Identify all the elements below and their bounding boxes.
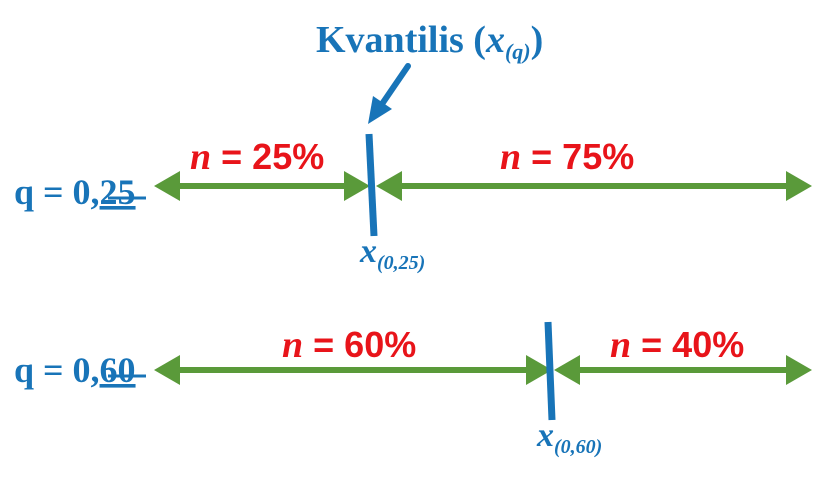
q-digits: 60 [100,350,136,390]
right-arrow [554,355,812,385]
title-subscript: (q) [505,39,531,64]
right-arrow [376,171,812,201]
left-var: n [190,136,211,178]
left-var: n [282,324,303,366]
right-text: = 75% [521,136,634,177]
title-close: ) [531,19,544,61]
q-label: q = 0,60 [14,350,136,390]
left-arrow [154,355,552,385]
right-percent-label: n = 75% [500,136,634,178]
title-var: x [485,19,505,61]
row-q-025: q = 0,25 n = 25% n = 75% x(0,25) [14,133,812,274]
marker-var: x [536,417,554,454]
right-var: n [610,324,631,366]
right-percent-label: n = 40% [610,324,744,366]
q-prefix: q = 0, [14,172,100,212]
marker-label: x(0,60) [536,417,602,458]
marker-label: x(0,25) [359,233,425,274]
q-digits: 25 [100,172,136,212]
left-text: = 25% [211,136,324,177]
title: Kvantilis (x(q)) [316,19,543,64]
quantile-marker [544,321,556,421]
marker-var: x [359,233,377,270]
q-prefix: q = 0, [14,350,100,390]
right-text: = 40% [631,324,744,365]
marker-subscript: (0,25) [377,252,425,274]
right-var: n [500,136,521,178]
title-pointer-arrow [368,63,411,124]
row-q-060: q = 0,60 n = 60% n = 40% x(0,60) [14,321,812,458]
quantile-marker [365,133,378,237]
q-label: q = 0,25 [14,172,136,212]
left-arrow [154,171,370,201]
left-text: = 60% [303,324,416,365]
marker-subscript: (0,60) [554,436,602,458]
left-percent-label: n = 60% [282,324,416,366]
title-text: Kvantilis ( [316,19,486,61]
left-percent-label: n = 25% [190,136,324,178]
